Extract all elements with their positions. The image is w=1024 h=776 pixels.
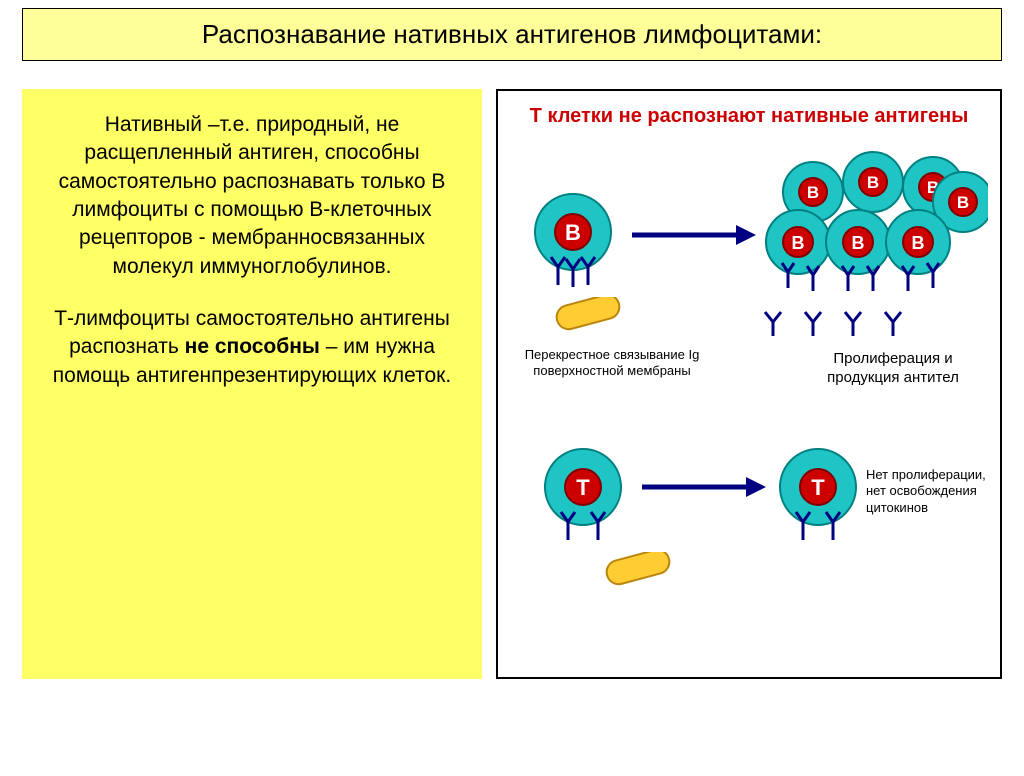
svg-text:В: В <box>957 193 969 212</box>
t-cell-right: Т <box>773 442 863 552</box>
paragraph-2: Т-лимфоциты самостоятельно антигены расп… <box>36 305 468 390</box>
antigen-top <box>553 297 623 331</box>
svg-text:В: В <box>912 233 925 253</box>
svg-text:В: В <box>792 233 805 253</box>
svg-text:В: В <box>807 183 819 202</box>
arrow-top <box>628 220 758 250</box>
antibodies <box>758 304 938 344</box>
svg-text:В: В <box>565 220 581 245</box>
caption-proliferation: Пролиферация и продукция антител <box>798 350 988 388</box>
svg-text:В: В <box>852 233 865 253</box>
antigen-bottom <box>603 552 673 586</box>
diagram-panel: Т клетки не распознают нативные антигены… <box>496 89 1002 679</box>
title-band: Распознавание нативных антигенов лимфоци… <box>22 8 1002 61</box>
paragraph-1: Нативный –т.е. природный, не расщепленны… <box>36 111 468 281</box>
slide-title: Распознавание нативных антигенов лимфоци… <box>39 19 985 50</box>
content-row: Нативный –т.е. природный, не расщепленны… <box>0 61 1024 679</box>
slide: Распознавание нативных антигенов лимфоци… <box>0 8 1024 776</box>
text-panel: Нативный –т.е. природный, не расщепленны… <box>22 89 482 679</box>
svg-text:В: В <box>867 173 879 192</box>
diagram-area: В <box>498 132 1000 672</box>
t-cell-left: Т <box>538 442 628 552</box>
caption-no-proliferation: Нет пролиферации, нет освобождения циток… <box>866 467 996 516</box>
svg-text:Т: Т <box>811 475 825 500</box>
caption-crosslink: Перекрестное связывание Ig поверхностной… <box>512 347 712 380</box>
p2-b: не способны <box>185 335 320 358</box>
arrow-bottom <box>638 472 768 502</box>
svg-text:Т: Т <box>576 475 590 500</box>
b-cell-left: В <box>528 187 618 297</box>
diagram-title: Т клетки не распознают нативные антигены <box>498 91 1000 132</box>
